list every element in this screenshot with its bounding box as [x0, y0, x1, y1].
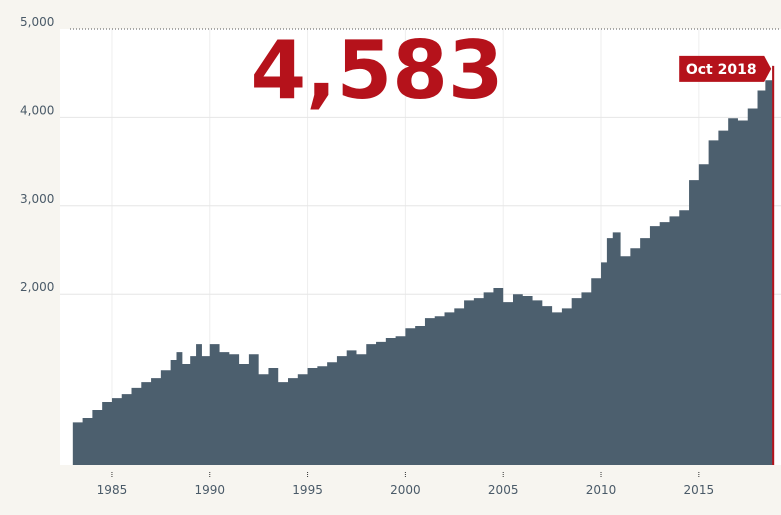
y-tick-label: 4,000 — [20, 103, 54, 117]
headline: 4,583 — [250, 24, 503, 117]
area — [72, 65, 773, 466]
highlight-label: Oct 2018 — [686, 62, 757, 78]
marks — [72, 65, 775, 466]
highlight-label-box — [679, 55, 772, 82]
x-tick-label: 2010 — [586, 483, 617, 497]
x-tick-label: 2015 — [684, 483, 715, 497]
x-tick-label: 1990 — [194, 483, 225, 497]
x-tick-label: 1995 — [292, 483, 323, 497]
x-tick-label: 1985 — [97, 483, 128, 497]
x-tick-label: 2000 — [390, 483, 421, 497]
y-tick-label: 5,000 — [20, 15, 54, 29]
y-tick-label: 3,000 — [20, 192, 54, 206]
y-tick-label: 2,000 — [20, 280, 54, 294]
x-tick-label: 2005 — [488, 483, 519, 497]
labels: 2,000 3,000 4,000 5,000 1985 1990 1995 2000 2005… — [20, 15, 772, 497]
